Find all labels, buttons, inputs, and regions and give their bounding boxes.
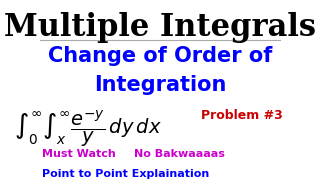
Text: Point to Point Explaination: Point to Point Explaination (42, 168, 210, 179)
Text: Multiple Integrals: Multiple Integrals (4, 12, 316, 43)
Text: $\int_0^{\infty} \int_x^{\infty} \dfrac{e^{-y}}{y}\, dy\, dx$: $\int_0^{\infty} \int_x^{\infty} \dfrac{… (14, 109, 162, 150)
Text: Problem #3: Problem #3 (201, 109, 283, 122)
Text: No Bakwaaaas: No Bakwaaaas (134, 149, 225, 159)
Text: Change of Order of: Change of Order of (48, 46, 272, 66)
Text: Integration: Integration (94, 75, 226, 95)
Text: Must Watch: Must Watch (42, 149, 116, 159)
